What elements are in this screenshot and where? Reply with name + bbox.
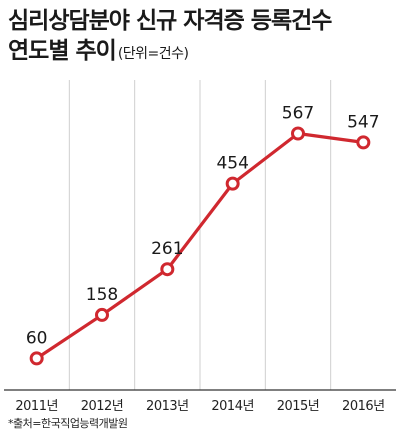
unit-label: (단위=건수) <box>117 46 189 62</box>
chart-subtitle: 연도별 추이 (단위=건수) <box>8 36 392 69</box>
x-tick-label: 2015년 <box>277 399 320 414</box>
data-label: 567 <box>282 104 314 124</box>
data-label: 60 <box>26 328 48 348</box>
x-tick-label: 2012년 <box>81 399 124 414</box>
chart-subtitle-text: 연도별 추이 <box>8 38 117 64</box>
data-point <box>356 135 371 150</box>
data-point <box>95 307 109 322</box>
data-label: 547 <box>347 112 379 132</box>
x-tick-label: 2013년 <box>146 399 189 414</box>
x-tick-label: 2016년 <box>342 399 385 414</box>
data-label: 261 <box>151 239 183 259</box>
data-label: 158 <box>86 285 118 305</box>
data-point <box>160 262 175 277</box>
data-label: 454 <box>216 154 248 174</box>
series-line <box>35 131 365 360</box>
data-point <box>225 176 240 191</box>
source-note: *출처=한국직업능력개발원 <box>8 417 128 430</box>
data-point <box>29 351 44 366</box>
x-tick-label: 2011년 <box>15 399 58 414</box>
title-block: 심리상담분야 신규 자격증 등록건수 연도별 추이 (단위=건수) <box>8 6 392 69</box>
x-tick-label: 2014년 <box>211 399 254 414</box>
chart-title: 심리상담분야 신규 자격증 등록건수 <box>8 8 332 34</box>
data-point <box>291 126 305 141</box>
